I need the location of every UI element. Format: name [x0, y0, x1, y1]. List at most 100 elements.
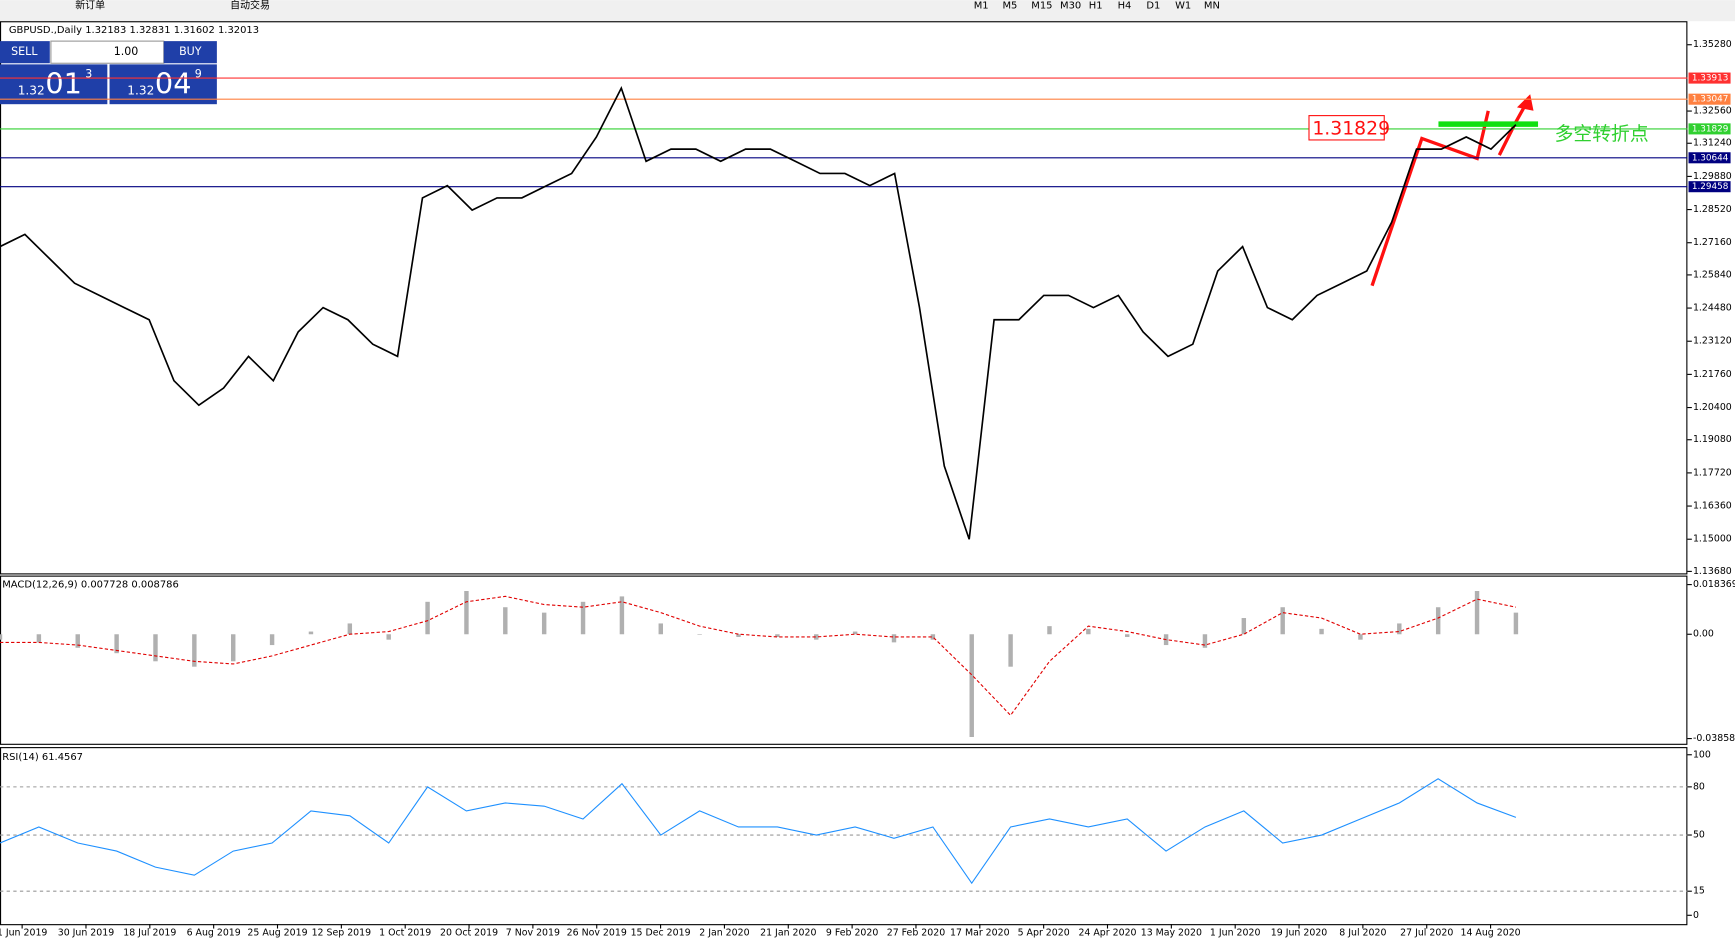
drawn-arrows [1370, 94, 1539, 287]
macd-bar [503, 607, 508, 635]
macd-bar [153, 634, 158, 662]
rsi-pane [0, 747, 1688, 926]
ask-small: 9 [195, 67, 202, 80]
timeframe-button[interactable]: W1 [1175, 1, 1191, 12]
y-tick-label: 1.16360 [1693, 501, 1732, 512]
x-tick-label: 21 Jan 2020 [760, 927, 816, 938]
y-tick-label: 1.20400 [1693, 402, 1732, 413]
macd-bar [736, 634, 741, 637]
x-tick-label: 12 Sep 2019 [312, 927, 372, 938]
buy-label: BUY [179, 45, 202, 58]
x-tick-label: 7 Nov 2019 [506, 927, 560, 938]
macd-bar [852, 631, 858, 635]
bid-main: 01 [45, 66, 82, 100]
timeframe-button[interactable]: H1 [1089, 1, 1103, 12]
macd-bar [269, 634, 275, 646]
macd-bar [464, 591, 469, 635]
main-pane [0, 21, 1688, 575]
timeframe-button[interactable]: D1 [1146, 1, 1160, 12]
x-tick-label: 9 Feb 2020 [826, 927, 878, 938]
timeframe-button[interactable]: M1 [974, 1, 989, 12]
auto-trading-button[interactable]: 自动交易 [230, 0, 270, 12]
macd-bar [231, 634, 236, 662]
macd-bar [814, 634, 819, 640]
macd-bar [36, 634, 42, 643]
lot-value: 1.00 [114, 45, 139, 58]
macd-pane [0, 575, 1688, 745]
bid-big: 1.32 [18, 83, 45, 97]
macd-bar [75, 634, 80, 648]
signal-line [0, 595, 1517, 717]
timeframe-button[interactable]: M15 [1031, 1, 1052, 12]
y-tick-label: 1.32560 [1693, 106, 1732, 117]
y-tick-label: 1.35280 [1693, 39, 1732, 50]
macd-bar [619, 596, 625, 635]
x-tick-label: 8 Jul 2020 [1339, 927, 1386, 938]
x-tick-label: 1 Jun 2020 [1210, 927, 1261, 938]
bid-box[interactable] [0, 64, 108, 105]
y-tick-label: 1.24480 [1693, 303, 1732, 314]
trade-panel: SELL 1.00 BUY 1.32 01 3 1.32 04 9 [0, 40, 217, 105]
chart-title: GBPUSD.,Daily 1.32183 1.32831 1.31602 1.… [9, 25, 259, 36]
timeframe-button[interactable]: MN [1204, 1, 1220, 12]
level-label: 1.29458 [1692, 182, 1729, 192]
level-label: 1.33913 [1692, 74, 1729, 84]
y-tick-label: 1.23120 [1693, 336, 1732, 347]
macd-bar [347, 623, 353, 635]
level-label: 1.31829 [1692, 124, 1729, 134]
x-tick-label: 15 Dec 2019 [631, 927, 691, 938]
buy-button[interactable] [163, 41, 217, 64]
macd-bar [658, 623, 663, 635]
new-order-button[interactable]: 新订单 [75, 0, 105, 12]
macd-bar [1319, 628, 1324, 635]
macd-bar [308, 631, 314, 635]
timeframe-button[interactable]: H4 [1118, 1, 1132, 12]
y-tick-label: 0.00 [1693, 629, 1714, 640]
x-tick-label: 27 Feb 2020 [887, 927, 945, 938]
macd-bar [1435, 607, 1441, 635]
lot-input[interactable] [50, 40, 165, 64]
x-tick-label: 26 Nov 2019 [567, 927, 627, 938]
bid-small: 3 [85, 67, 92, 80]
level-label: 1.30644 [1692, 153, 1729, 163]
y-tick-label: 0 [1693, 910, 1699, 921]
x-tick-label: 30 Jun 2019 [58, 927, 115, 938]
macd-bar [541, 612, 547, 635]
y-tick-label: 1.17720 [1693, 467, 1732, 478]
trend-arrow [1370, 110, 1490, 287]
y-tick-label: 1.25840 [1693, 269, 1732, 280]
sell-button[interactable] [0, 41, 50, 64]
x-tick-label: 17 Mar 2020 [950, 927, 1010, 938]
price-line [0, 778, 1517, 885]
macd-bar [1397, 623, 1402, 635]
macd-bar [114, 634, 119, 654]
x-tick-label: 1 Jun 2019 [0, 927, 47, 938]
y-tick-label: 1.27160 [1693, 237, 1732, 248]
level-label-box [1688, 152, 1731, 164]
y-tick-label: 1.21760 [1693, 369, 1732, 380]
x-tick-label: 20 Oct 2019 [440, 927, 498, 938]
macd-bar [1358, 634, 1363, 640]
rsi-title: RSI(14) 61.4567 [2, 752, 83, 763]
sell-label: SELL [11, 45, 38, 58]
macd-bar [1047, 626, 1052, 635]
timeframe-button[interactable]: M30 [1060, 1, 1081, 12]
annotation-note: 多空转折点 [1555, 123, 1649, 145]
y-tick-label: 1.19080 [1693, 434, 1732, 445]
macd-bar [775, 634, 780, 637]
x-tick-label: 14 Aug 2020 [1460, 927, 1520, 938]
x-tick-label: 2 Jan 2020 [699, 927, 749, 938]
ask-box[interactable] [109, 64, 217, 105]
y-tick-label: 80 [1693, 781, 1705, 792]
x-tick-label: 19 Jun 2020 [1271, 927, 1328, 938]
macd-bar [1008, 634, 1013, 667]
x-tick-label: 1 Oct 2019 [379, 927, 431, 938]
y-tick-label: 1.31240 [1693, 138, 1732, 149]
price-line [0, 86, 1517, 540]
level-label-box [1688, 72, 1731, 84]
timeframe-button[interactable]: M5 [1002, 1, 1017, 12]
x-tick-label: 13 May 2020 [1141, 927, 1202, 938]
macd-bar [580, 601, 586, 635]
